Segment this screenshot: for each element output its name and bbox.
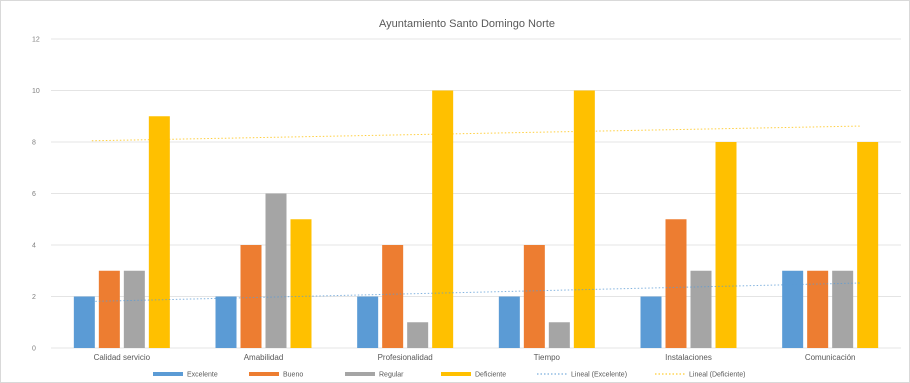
gridlines <box>51 38 901 349</box>
legend-label: Lineal (Deficiente) <box>689 372 745 379</box>
y-tick-label: 6 <box>32 191 36 198</box>
bar-excelente-1 <box>73 296 95 348</box>
x-category-label: Instalaciones <box>665 353 712 362</box>
trendline-deficiente <box>91 125 861 142</box>
bar-excelente-3 <box>357 296 379 348</box>
bar-deficiente-4 <box>573 90 595 348</box>
legend-label: Bueno <box>283 372 303 379</box>
y-tick-label: 12 <box>32 37 40 44</box>
y-axis-tick-labels: 0 2 4 6 8 10 12 <box>32 37 40 353</box>
bar-regular-6 <box>832 270 854 348</box>
bars <box>73 90 879 348</box>
legend-swatch-regular <box>345 372 375 376</box>
y-tick-label: 0 <box>32 346 36 353</box>
bar-regular-5 <box>690 270 712 348</box>
x-category-label: Profesionalidad <box>378 353 433 362</box>
y-tick-label: 2 <box>32 294 36 301</box>
bar-regular-4 <box>548 322 570 348</box>
bar-regular-2 <box>265 193 287 348</box>
legend-swatch-bueno <box>249 372 279 376</box>
y-tick-label: 8 <box>32 140 36 147</box>
x-category-label: Tiempo <box>534 353 561 362</box>
legend-label: Deficiente <box>475 372 506 379</box>
bar-bueno-4 <box>523 245 545 348</box>
bar-deficiente-2 <box>290 219 312 348</box>
legend-label: Regular <box>379 372 404 379</box>
bar-bueno-3 <box>382 245 404 348</box>
bar-deficiente-1 <box>148 116 170 348</box>
bar-excelente-2 <box>215 296 237 348</box>
x-category-label: Calidad servicio <box>94 353 151 362</box>
bar-excelente-4 <box>498 296 520 348</box>
bar-deficiente-6 <box>857 142 879 348</box>
x-axis-category-labels: Calidad servicio Amabilidad Profesionalida… <box>94 353 856 362</box>
legend-label: Lineal (Excelente) <box>571 372 627 379</box>
bar-bueno-2 <box>240 245 262 348</box>
trendlines <box>91 125 861 302</box>
legend-swatch-deficiente <box>441 372 471 376</box>
bar-bueno-1 <box>98 270 120 348</box>
chart-title: Ayuntamiento Santo Domingo Norte <box>379 18 555 30</box>
bar-deficiente-5 <box>715 142 737 348</box>
legend: Excelente Bueno Regular Deficiente Lineal (E… <box>153 372 745 379</box>
y-tick-label: 4 <box>32 243 36 250</box>
bar-regular-1 <box>123 270 145 348</box>
y-tick-label: 10 <box>32 88 40 95</box>
legend-label: Excelente <box>187 372 218 379</box>
bar-excelente-6 <box>782 270 804 348</box>
x-category-label: Comunicación <box>805 353 856 362</box>
x-category-label: Amabilidad <box>244 353 284 362</box>
bar-deficiente-3 <box>432 90 454 348</box>
bar-excelente-5 <box>640 296 662 348</box>
bar-bueno-5 <box>665 219 687 348</box>
trendline-excelente <box>91 282 861 302</box>
bar-regular-3 <box>407 322 429 348</box>
bar-bueno-6 <box>807 270 829 348</box>
legend-swatch-excelente <box>153 372 183 376</box>
